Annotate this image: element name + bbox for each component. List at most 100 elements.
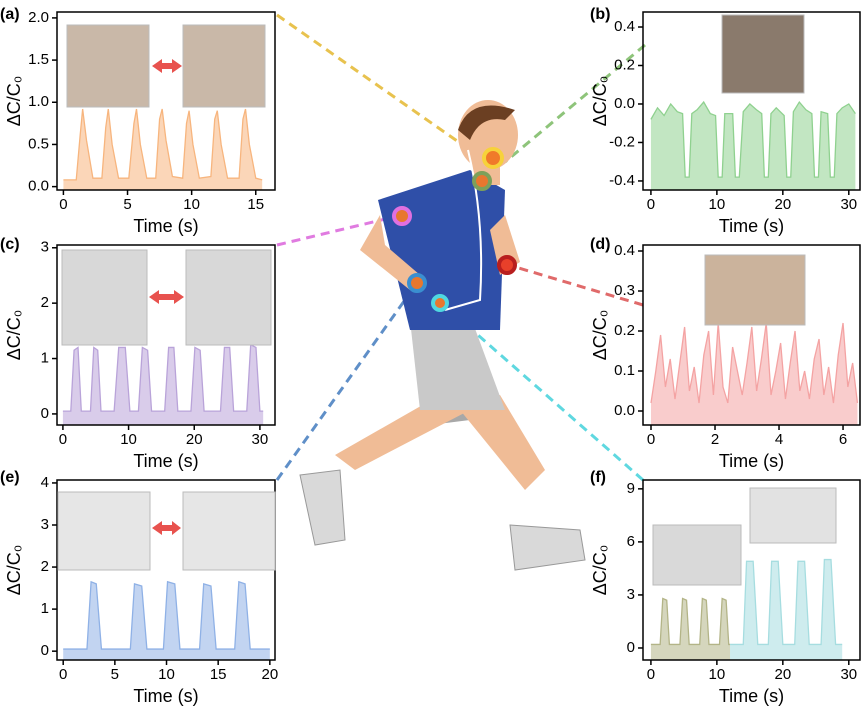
x-tick-label: 20: [186, 431, 203, 448]
x-tick-label: 30: [252, 431, 269, 448]
y-tick-label: 2: [41, 294, 49, 311]
sensor: [431, 294, 449, 312]
panel-label: (f): [590, 469, 606, 486]
hair: [458, 105, 515, 140]
arrow: [152, 59, 182, 73]
y-tick-label: 1.5: [28, 51, 49, 68]
panel: 0 10 20 30 0 1 2 3 Time (s) ΔC/C₀ (c): [0, 236, 276, 471]
leg-back: [335, 395, 470, 470]
connector: [276, 214, 399, 247]
line: [650, 100, 856, 178]
line: [650, 597, 731, 646]
panel-label: (e): [0, 469, 20, 486]
panel: 0 5 10 15 20 0 1 2 3 4 Time (s) ΔC/C₀ (e): [0, 469, 278, 706]
plot-area: [650, 322, 859, 425]
y-tick-label: 3: [41, 516, 49, 533]
x-tick-label: 0: [59, 666, 67, 683]
y-tick-label: 0.5: [28, 135, 49, 152]
photo: [66, 24, 150, 108]
x-tick-label: 2: [711, 431, 719, 448]
x-tick-label: 0: [59, 196, 67, 213]
photo: [652, 524, 742, 586]
arrow: [149, 290, 184, 304]
y-tick-label: 1: [41, 600, 49, 617]
x-axis-title: Time (s): [719, 451, 784, 471]
plot-area: [63, 580, 270, 660]
insets: [57, 14, 837, 586]
axes-frame: [56, 244, 276, 426]
photo: [721, 14, 805, 94]
y-tick-label: 3: [627, 586, 635, 603]
x-tick-label: 10: [158, 666, 175, 683]
y-tick-label: 6: [627, 533, 635, 550]
line: [62, 343, 264, 412]
connector: [445, 305, 644, 482]
connector: [504, 43, 646, 164]
axes-frame: [642, 11, 861, 191]
plot-area: [650, 100, 856, 190]
x-tick-label: 4: [775, 431, 783, 448]
area-fill: [63, 581, 270, 660]
photo: [704, 254, 806, 326]
shoe-front: [509, 524, 586, 571]
y-tick-label: 0.1: [614, 362, 635, 379]
panel: 0 5 10 15 0.0 0.5 1.0 1.5 2.0 Time (s) ΔC/C₀ (a): [0, 6, 276, 236]
photo: [182, 24, 266, 108]
panel: 0 10 20 30 -0.4 -0.2 0.0 0.2 0.4 Time (s) ΔC/C₀ (b): [590, 6, 861, 236]
line: [63, 580, 270, 650]
x-tick-label: 6: [839, 431, 847, 448]
axes-frame: [642, 244, 861, 426]
panel: 0 2 4 6 0.0 0.1 0.2 0.3 0.4 Time (s) ΔC/C₀ (d): [590, 236, 861, 471]
y-tick-label: 0: [627, 639, 635, 656]
y-tick-label: 0: [41, 642, 49, 659]
x-tick-label: 10: [120, 431, 137, 448]
y-tick-label: 2.0: [28, 9, 49, 26]
plot-area: [62, 343, 264, 425]
x-tick-label: 30: [840, 666, 857, 683]
y-tick-label: 0.0: [28, 178, 49, 195]
x-axis-title: Time (s): [719, 686, 784, 706]
photo: [185, 249, 272, 346]
arrow: [152, 521, 181, 535]
x-axis-title: Time (s): [133, 451, 198, 471]
plot-area: [63, 108, 263, 190]
panel: 0 10 20 30 0 3 6 9 Time (s) ΔC/C₀ (f): [590, 469, 861, 706]
area-fill: [651, 323, 858, 425]
y-tick-label: 3: [41, 239, 49, 256]
y-axis-title: ΔC/C₀: [4, 545, 24, 596]
earphone-cable: [444, 149, 483, 311]
y-tick-label: 0: [41, 405, 49, 422]
shorts: [410, 315, 505, 410]
y-tick-label: 0.0: [614, 95, 635, 112]
axes-frame: [56, 11, 276, 191]
line: [650, 322, 859, 404]
y-tick-label: 1.0: [28, 93, 49, 110]
sensor: [392, 206, 412, 226]
connector: [276, 13, 471, 152]
x-tick-label: 10: [183, 196, 200, 213]
x-tick-label: 20: [261, 666, 278, 683]
y-tick-label: 0.4: [614, 242, 635, 259]
y-axis-title: ΔC/C₀: [590, 310, 610, 361]
line: [730, 558, 843, 646]
y-tick-label: 0.4: [614, 18, 635, 35]
y-axis-title: ΔC/C₀: [4, 76, 24, 127]
y-tick-label: -0.2: [609, 133, 635, 150]
x-tick-label: 0: [647, 666, 655, 683]
x-tick-label: 5: [123, 196, 131, 213]
x-axis-title: Time (s): [133, 216, 198, 236]
line: [63, 108, 263, 181]
x-tick-label: 10: [709, 666, 726, 683]
panel-label: (b): [590, 6, 610, 23]
area-fill: [650, 102, 856, 190]
panel-label: (a): [0, 6, 20, 23]
photo: [749, 487, 837, 544]
y-axis-title: ΔC/C₀: [590, 545, 610, 596]
y-axis-title: ΔC/C₀: [590, 76, 610, 127]
x-tick-label: 15: [210, 666, 227, 683]
area-fill: [62, 344, 264, 425]
y-tick-label: 9: [627, 480, 635, 497]
y-tick-label: 0.2: [614, 56, 635, 73]
y-tick-label: 0.0: [614, 402, 635, 419]
leg-front: [460, 395, 545, 490]
